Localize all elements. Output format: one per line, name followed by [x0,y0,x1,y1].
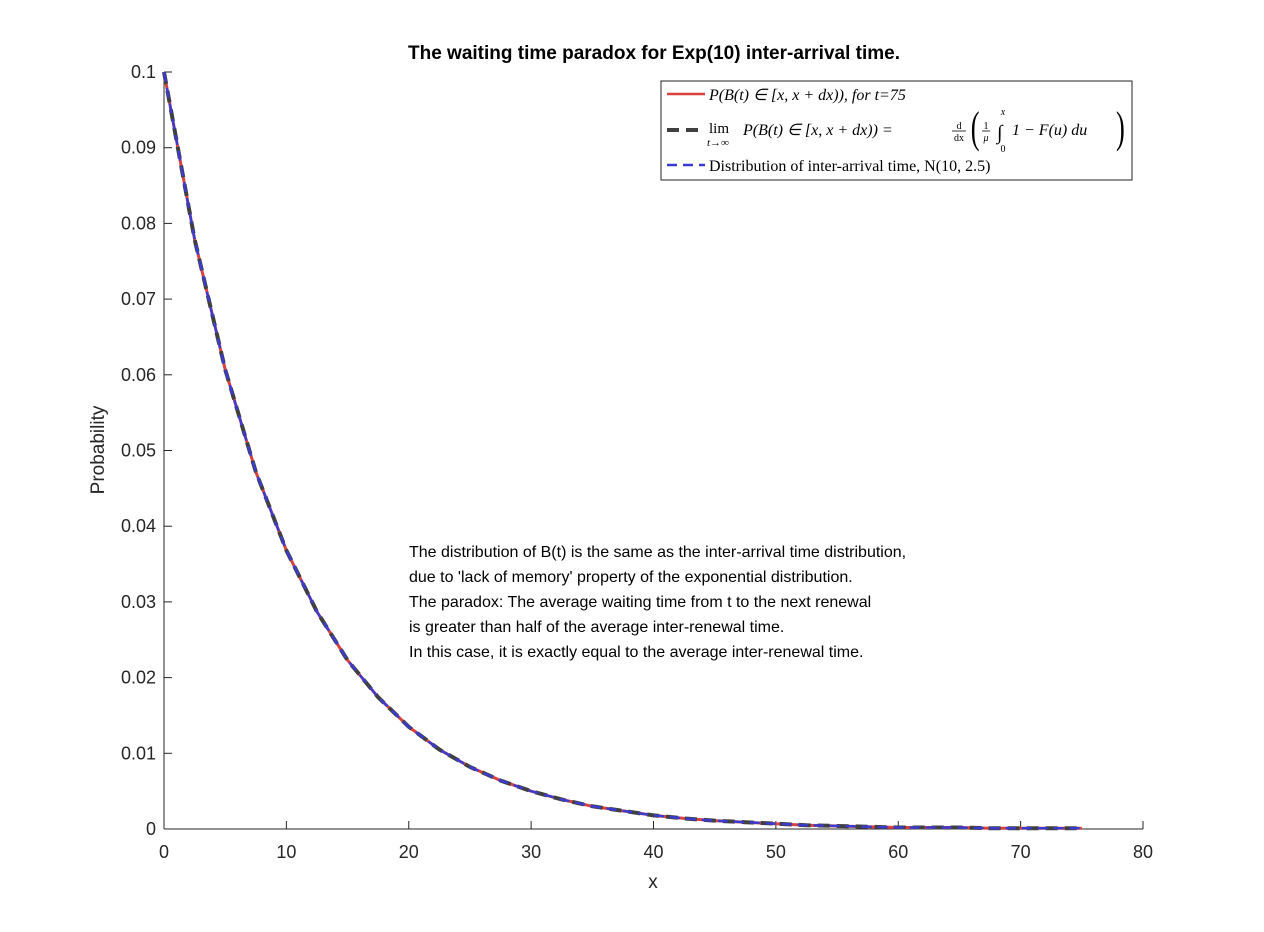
y-tick-label: 0 [146,819,156,839]
y-axis-label: Probability [88,405,109,494]
series-lines [162,71,1082,831]
x-tick-label: 80 [1133,842,1153,862]
x-tick-label: 70 [1011,842,1031,862]
y-tick-label: 0.05 [121,441,156,461]
x-tick-label: 30 [521,842,541,862]
x-ticks: 0 10 20 30 40 50 60 70 80 [159,821,1153,862]
y-ticks: 0 0.01 0.02 0.03 0.04 0.05 0.06 0.07 0.08 0.09 0.1 [121,62,172,839]
legend: P(B(t) ∈ [x, x + dx)), for t=75 lim t→∞ … [660,80,1133,181]
x-tick-label: 10 [276,842,296,862]
x-tick-label: 60 [888,842,908,862]
legend-entry-3: Distribution of inter-arrival time, N(10… [709,158,990,175]
annotation-line-4: is greater than half of the average inte… [409,619,784,636]
legend-box [660,80,1133,181]
legend-paren-open: ( [971,103,980,152]
legend-lim-expr: P(B(t) ∈ [x, x + dx)) = [742,122,893,139]
x-tick-label: 40 [643,842,663,862]
legend-d-num: d [957,121,962,132]
annotation-line-5: In this case, it is exactly equal to the… [409,644,863,661]
legend-frac-den: μ [982,133,988,144]
legend-lim: lim [709,121,729,137]
y-tick-label: 0.02 [121,668,156,688]
annotation-line-1: The distribution of B(t) is the same as … [409,544,906,561]
y-tick-label: 0.03 [121,592,156,612]
legend-int-upper: x [1000,107,1006,118]
legend-entry-2: lim t→∞ P(B(t) ∈ [x, x + dx)) = d dx ( 1… [707,103,1125,155]
legend-int: ∫ [995,122,1004,145]
legend-integrand: 1 − F(u) du [1012,122,1087,139]
legend-entry-1: P(B(t) ∈ [x, x + dx)), for t=75 [708,87,906,104]
y-tick-label: 0.08 [121,213,156,233]
x-tick-label: 50 [766,842,786,862]
chart-title: The waiting time paradox for Exp(10) int… [408,43,900,64]
annotation-line-3: The paradox: The average waiting time fr… [409,594,871,611]
annotation-line-2: due to 'lack of memory' property of the … [409,569,853,586]
legend-frac-num: 1 [984,121,989,132]
x-axis-label: x [648,872,658,893]
y-tick-label: 0.04 [121,516,156,536]
legend-lim-sub: t→∞ [707,137,729,149]
y-tick-label: 0.1 [131,62,156,82]
series-line-3 [162,71,1082,830]
legend-d-den: dx [954,133,964,144]
y-tick-label: 0.01 [121,743,156,763]
y-tick-label: 0.07 [121,289,156,309]
y-tick-label: 0.06 [121,365,156,385]
x-tick-label: 0 [159,842,169,862]
legend-paren-close: ) [1116,103,1125,152]
y-tick-label: 0.09 [121,138,156,158]
annotation-text: The distribution of B(t) is the same as … [409,544,906,661]
x-tick-label: 20 [399,842,419,862]
legend-int-lower: 0 [1001,144,1006,155]
